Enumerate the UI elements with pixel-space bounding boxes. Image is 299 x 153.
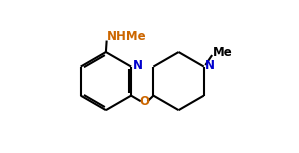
- Text: N: N: [205, 59, 215, 72]
- Text: O: O: [139, 95, 149, 108]
- Text: N: N: [133, 59, 143, 72]
- Text: Me: Me: [213, 46, 233, 59]
- Text: NHMe: NHMe: [107, 30, 147, 43]
